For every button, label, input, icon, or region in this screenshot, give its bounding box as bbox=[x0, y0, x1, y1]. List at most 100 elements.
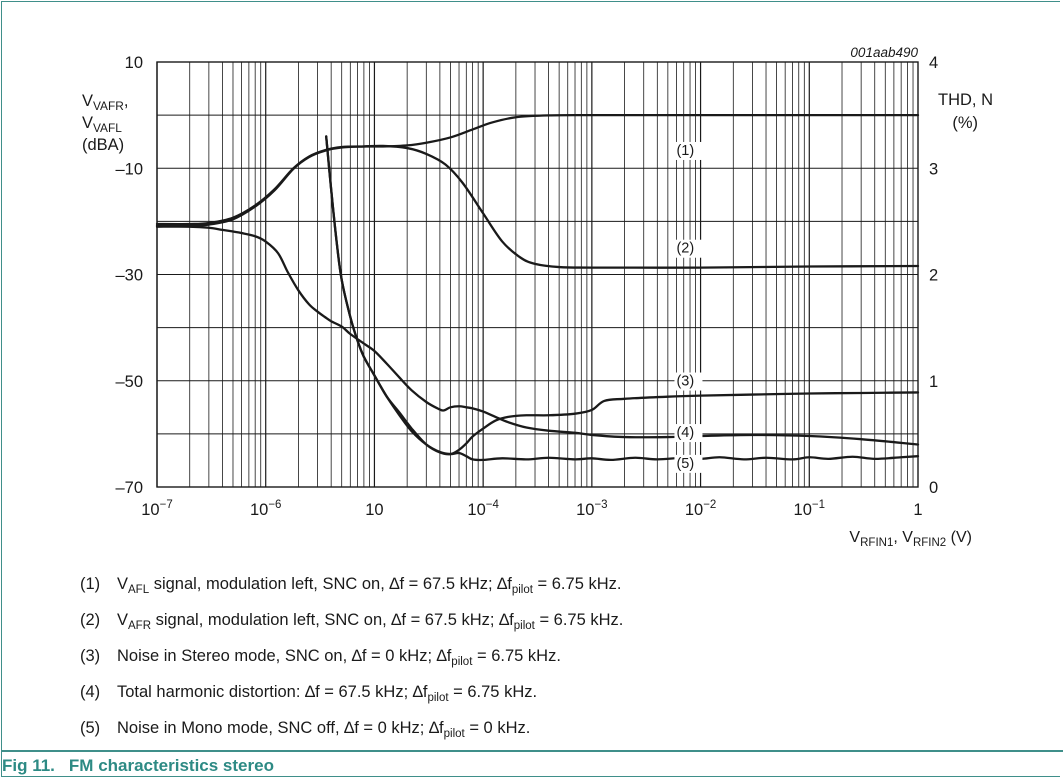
series-label-3: (3) bbox=[676, 374, 694, 390]
series-label-bg-3 bbox=[674, 372, 703, 391]
legend-item: (1) VAFL signal, modulation left, SNC on,… bbox=[80, 574, 980, 610]
x-tick-exponent: −2 bbox=[703, 499, 716, 511]
label-text: V bbox=[82, 92, 93, 110]
legend-item-text: VAFL signal, modulation left, SNC on, ∆f… bbox=[117, 574, 622, 596]
legend-subscript: pilot bbox=[451, 656, 473, 668]
legend-text-part: = 6.75 kHz. bbox=[532, 575, 622, 593]
y-left-axis-label-line: VVAFL bbox=[82, 114, 122, 135]
x-tick-base: 10 bbox=[576, 501, 594, 519]
series-line-4 bbox=[155, 225, 920, 446]
series-line-1 bbox=[155, 113, 920, 226]
legend-text-part: signal, modulation left, SNC on, ∆f = 67… bbox=[151, 611, 514, 629]
x-tick-base: 10 bbox=[467, 501, 485, 519]
grid-lines bbox=[156, 62, 918, 487]
series-label-2: (2) bbox=[676, 241, 694, 257]
x-tick-exponent: −7 bbox=[160, 499, 173, 511]
subscript-text: VAFL bbox=[93, 121, 122, 135]
label-text: (dBA) bbox=[82, 136, 124, 154]
legend-item-number: (1) bbox=[80, 575, 101, 593]
legend-item-number: (4) bbox=[80, 683, 101, 701]
x-tick-exponent: −4 bbox=[486, 499, 500, 511]
x-tick-base: 10 bbox=[685, 501, 703, 519]
label-text: (V) bbox=[946, 529, 972, 546]
plot-area-border bbox=[156, 61, 919, 488]
x-tick-label: 10−7 bbox=[141, 499, 172, 519]
subscript-text: RFIN1 bbox=[860, 537, 893, 549]
x-axis-label: VRFIN1, VRFIN2 (V) bbox=[849, 529, 972, 549]
legend-item-number: (3) bbox=[80, 647, 101, 665]
legend-text-part: = 0 kHz. bbox=[464, 719, 531, 737]
label-text: V bbox=[849, 529, 860, 546]
y-right-tick-label: 2 bbox=[929, 267, 938, 285]
legend-subscript: pilot bbox=[513, 620, 535, 632]
legend-text-part: V bbox=[117, 611, 129, 629]
legend-item-text: Noise in Stereo mode, SNC on, ∆f = 0 kHz… bbox=[117, 646, 561, 668]
label-text: , bbox=[124, 92, 129, 110]
legend-item-text: Total harmonic distortion: ∆f = 67.5 kHz… bbox=[117, 682, 538, 704]
legend-list: (1) VAFL signal, modulation left, SNC on,… bbox=[80, 574, 980, 754]
series-label-bg-5 bbox=[674, 454, 703, 473]
legend-subscript: AFR bbox=[128, 620, 152, 632]
y-right-tick-label: 0 bbox=[929, 479, 938, 497]
figure-code: 001aab490 bbox=[850, 45, 918, 60]
series-lines: (1) (2) (3) (4) (5) bbox=[155, 113, 920, 473]
series-line-2 bbox=[155, 144, 920, 269]
y-right-axis-label-line: THD, N bbox=[938, 91, 993, 109]
legend-text-part: Noise in Stereo mode, SNC on, ∆f = 0 kHz… bbox=[117, 647, 452, 665]
legend-item-number: (5) bbox=[80, 719, 101, 737]
fm-characteristics-chart: (1)(2)(3)(4)(5) 10−7 10−6 10 10−4 10−3 10−2 10… bbox=[82, 45, 993, 549]
x-tick-base: 1 bbox=[913, 501, 922, 519]
legend-text-part: = 6.75 kHz. bbox=[448, 683, 538, 701]
legend-subscript: pilot bbox=[427, 692, 449, 704]
legend-text-part: Noise in Mono mode, SNC off, ∆f = 0 kHz;… bbox=[117, 719, 444, 737]
figure-label: Fig 11. bbox=[2, 756, 55, 775]
legend-subscript: pilot bbox=[443, 728, 465, 740]
subscript-text: VAFR bbox=[93, 99, 124, 113]
y-left-tick-label: 10 bbox=[125, 54, 143, 72]
series-label-bg-1 bbox=[674, 141, 703, 160]
y-left-axis-label-line: VVAFR, bbox=[82, 92, 128, 113]
legend-text-part: Total harmonic distortion: ∆f = 67.5 kHz… bbox=[117, 683, 428, 701]
x-tick-exponent: −6 bbox=[268, 499, 281, 511]
legend-item-text: Noise in Mono mode, SNC off, ∆f = 0 kHz;… bbox=[117, 718, 531, 740]
y-left-tick-label: –10 bbox=[115, 160, 143, 178]
x-tick-label: 10−1 bbox=[794, 499, 825, 519]
legend-item-text: VAFR signal, modulation left, SNC on, ∆f… bbox=[117, 610, 624, 632]
legend-item: (2) VAFR signal, modulation left, SNC on,… bbox=[80, 610, 980, 646]
series-label-4: (4) bbox=[676, 425, 694, 441]
x-tick-base: 10 bbox=[250, 501, 268, 519]
x-tick-label: 10−4 bbox=[467, 499, 499, 519]
series-label-1: (1) bbox=[676, 143, 694, 159]
series-line-5 bbox=[325, 135, 920, 462]
x-tick-label: 10−3 bbox=[576, 499, 607, 519]
label-text: , V bbox=[893, 529, 913, 546]
subscript-text: RFIN2 bbox=[913, 537, 946, 549]
x-tick-label: 10 bbox=[365, 501, 383, 519]
legend-item: (5) Noise in Mono mode, SNC off, ∆f = 0 k… bbox=[80, 718, 980, 754]
x-tick-base: 10 bbox=[141, 501, 159, 519]
x-tick-label: 10−2 bbox=[685, 499, 716, 519]
x-tick-label: 1 bbox=[913, 501, 922, 519]
legend-text-part: V bbox=[117, 575, 129, 593]
figure-caption: Fig 11. FM characteristics stereo bbox=[2, 750, 1063, 778]
legend-text-part: = 6.75 kHz. bbox=[534, 611, 624, 629]
x-tick-label: 10−6 bbox=[250, 499, 281, 519]
x-tick-exponent: −3 bbox=[594, 499, 607, 511]
legend-item-number: (2) bbox=[80, 611, 101, 629]
legend-subscript: pilot bbox=[511, 584, 533, 596]
y-left-tick-label: –50 bbox=[115, 373, 143, 391]
y-right-tick-label: 3 bbox=[929, 160, 938, 178]
y-right-axis-label-line: (%) bbox=[952, 114, 978, 132]
series-label-5: (5) bbox=[676, 456, 694, 472]
legend-text-part: signal, modulation left, SNC on, ∆f = 67… bbox=[149, 575, 512, 593]
y-left-tick-label: –70 bbox=[115, 479, 143, 497]
legend-text-part: = 6.75 kHz. bbox=[472, 647, 561, 665]
legend-item: (3) Noise in Stereo mode, SNC on, ∆f = 0 … bbox=[80, 646, 980, 682]
y-right-tick-label: 1 bbox=[929, 373, 938, 391]
x-tick-base: 10 bbox=[365, 501, 383, 519]
y-left-axis-label-line: (dBA) bbox=[82, 136, 124, 154]
x-tick-base: 10 bbox=[794, 501, 812, 519]
figure-title: FM characteristics stereo bbox=[68, 756, 274, 775]
x-tick-exponent: −1 bbox=[812, 499, 825, 511]
